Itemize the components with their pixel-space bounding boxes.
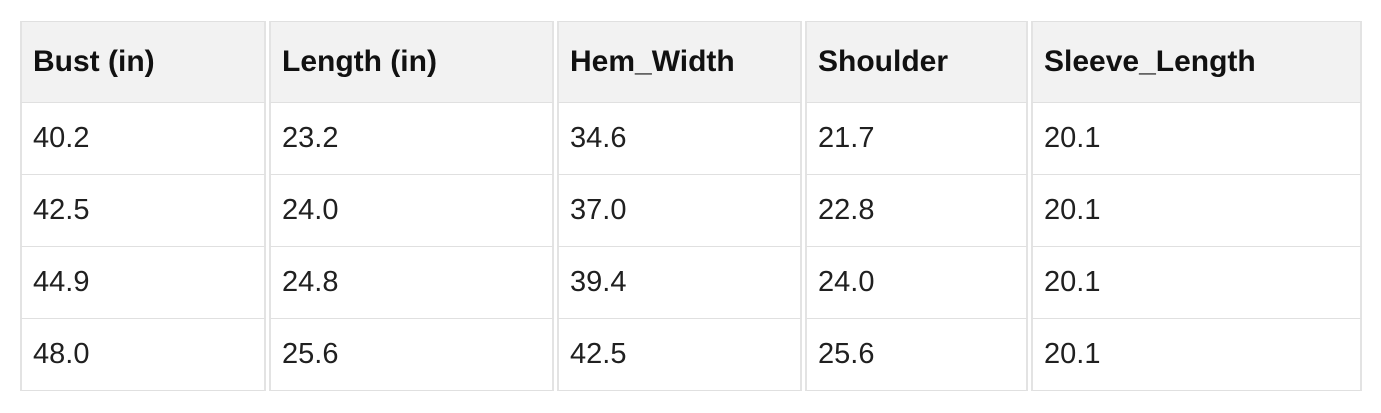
- table-cell: 20.1: [1031, 103, 1362, 175]
- table-cell: 23.2: [269, 103, 554, 175]
- column-header-hem-width: Hem_Width: [557, 21, 802, 103]
- table-cell: 20.1: [1031, 175, 1362, 247]
- table-row: 42.5 24.0 37.0 22.8 20.1: [20, 175, 1362, 247]
- table-cell: 48.0: [20, 319, 266, 391]
- column-header-length: Length (in): [269, 21, 554, 103]
- table-cell: 20.1: [1031, 247, 1362, 319]
- table-cell: 44.9: [20, 247, 266, 319]
- table-cell: 24.0: [805, 247, 1028, 319]
- column-header-sleeve-length: Sleeve_Length: [1031, 21, 1362, 103]
- table-cell: 39.4: [557, 247, 802, 319]
- table-cell: 40.2: [20, 103, 266, 175]
- table-row: 40.2 23.2 34.6 21.7 20.1: [20, 103, 1362, 175]
- table-cell: 42.5: [20, 175, 266, 247]
- table-cell: 20.1: [1031, 319, 1362, 391]
- size-measurement-table: Bust (in) Length (in) Hem_Width Shoulder…: [17, 21, 1365, 391]
- table-cell: 24.0: [269, 175, 554, 247]
- table-cell: 25.6: [805, 319, 1028, 391]
- table-cell: 24.8: [269, 247, 554, 319]
- table-header-row: Bust (in) Length (in) Hem_Width Shoulder…: [20, 21, 1362, 103]
- column-header-shoulder: Shoulder: [805, 21, 1028, 103]
- table-row: 48.0 25.6 42.5 25.6 20.1: [20, 319, 1362, 391]
- table-cell: 22.8: [805, 175, 1028, 247]
- table-cell: 37.0: [557, 175, 802, 247]
- table-cell: 42.5: [557, 319, 802, 391]
- table-cell: 21.7: [805, 103, 1028, 175]
- table-row: 44.9 24.8 39.4 24.0 20.1: [20, 247, 1362, 319]
- column-header-bust: Bust (in): [20, 21, 266, 103]
- table-cell: 25.6: [269, 319, 554, 391]
- table-cell: 34.6: [557, 103, 802, 175]
